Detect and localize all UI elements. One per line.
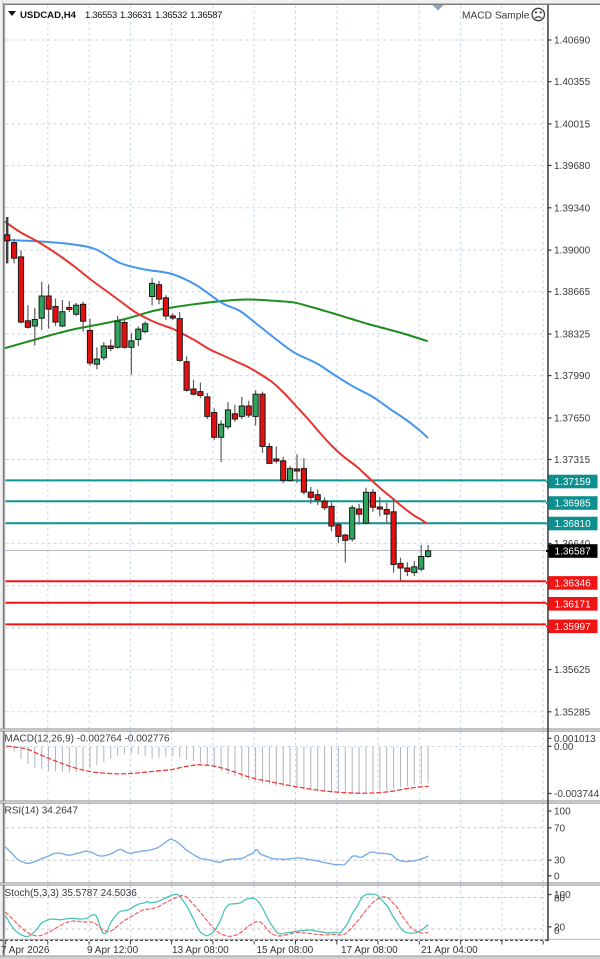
svg-text:100: 100 xyxy=(554,807,571,818)
svg-text:1.37990: 1.37990 xyxy=(554,371,591,382)
svg-text:1.40015: 1.40015 xyxy=(554,119,591,130)
svg-text:1.38665: 1.38665 xyxy=(554,287,591,298)
svg-text:9 Apr 12:00: 9 Apr 12:00 xyxy=(87,945,139,956)
svg-text:RSI(14) 34.2647: RSI(14) 34.2647 xyxy=(5,806,79,817)
svg-text:20: 20 xyxy=(554,922,566,933)
svg-text:1.36171: 1.36171 xyxy=(555,599,592,610)
svg-text:1.35997: 1.35997 xyxy=(555,622,592,633)
svg-text:21 Apr 04:00: 21 Apr 04:00 xyxy=(421,945,478,956)
svg-text:1.39000: 1.39000 xyxy=(554,246,591,257)
svg-text:1.36553 1.36631 1.36532 1.3658: 1.36553 1.36631 1.36532 1.36587 xyxy=(85,9,222,20)
svg-text:1.36985: 1.36985 xyxy=(555,499,592,510)
svg-text:13 Apr 08:00: 13 Apr 08:00 xyxy=(172,945,229,956)
svg-text:30: 30 xyxy=(554,856,566,867)
svg-text:1.40355: 1.40355 xyxy=(554,77,591,88)
svg-text:1.37650: 1.37650 xyxy=(554,413,591,424)
svg-text:0.001013: 0.001013 xyxy=(554,734,596,745)
svg-text:1.36346: 1.36346 xyxy=(555,579,592,590)
svg-text:Stoch(5,3,3) 35.5787 24.5036: Stoch(5,3,3) 35.5787 24.5036 xyxy=(5,888,138,899)
svg-text:15 Apr 08:00: 15 Apr 08:00 xyxy=(257,945,314,956)
svg-text:MACD Sample: MACD Sample xyxy=(462,11,530,22)
svg-text:7 Apr 2026: 7 Apr 2026 xyxy=(1,945,50,956)
svg-text:1.37159: 1.37159 xyxy=(555,477,592,488)
svg-text:1.36587: 1.36587 xyxy=(555,547,592,558)
svg-text:70: 70 xyxy=(554,823,566,834)
svg-text:100: 100 xyxy=(554,890,571,901)
svg-text:1.39340: 1.39340 xyxy=(554,203,591,214)
svg-text:MACD(12,26,9) -0.002764 -0.002: MACD(12,26,9) -0.002764 -0.002776 xyxy=(5,734,171,745)
svg-text:17 Apr 08:00: 17 Apr 08:00 xyxy=(341,945,398,956)
svg-text:80: 80 xyxy=(554,894,566,905)
svg-text:1.35625: 1.35625 xyxy=(554,665,591,676)
svg-text:USDCAD,H4: USDCAD,H4 xyxy=(20,10,77,21)
svg-text:0: 0 xyxy=(554,926,560,937)
svg-text:-0.003744: -0.003744 xyxy=(554,789,599,800)
svg-text:1.40690: 1.40690 xyxy=(554,36,591,47)
svg-text:0.00: 0.00 xyxy=(554,742,574,753)
svg-text:1.36810: 1.36810 xyxy=(555,519,592,530)
svg-text:1.39680: 1.39680 xyxy=(554,161,591,172)
svg-text:0: 0 xyxy=(554,871,560,882)
svg-text:1.35285: 1.35285 xyxy=(554,707,591,718)
svg-text:1.38325: 1.38325 xyxy=(554,330,591,341)
svg-text:1.37315: 1.37315 xyxy=(554,455,591,466)
